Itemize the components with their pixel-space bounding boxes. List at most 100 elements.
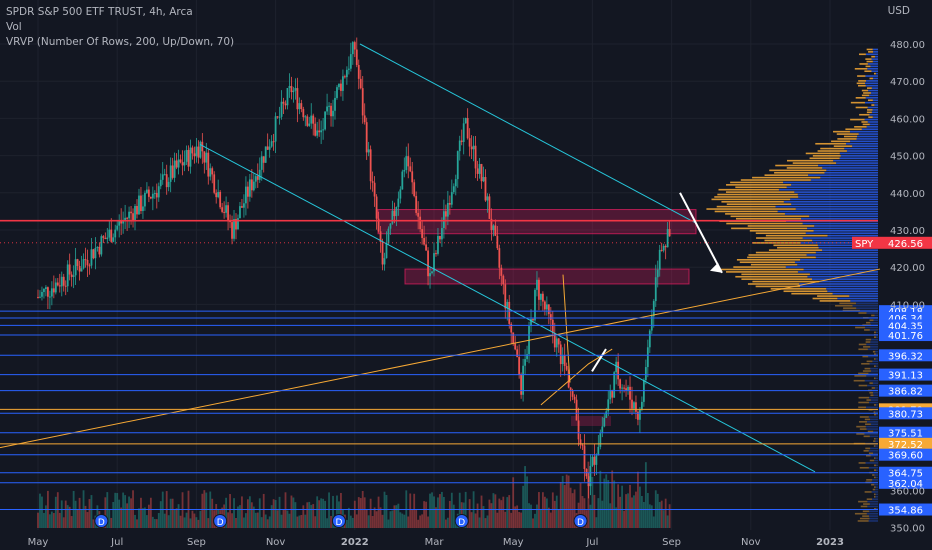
profile-row-up [855, 302, 878, 305]
candle-body [545, 304, 548, 310]
volume-bar [270, 505, 273, 528]
vrvp-indicator-label[interactable]: VRVP (Number Of Rows, 200, Up/Down, 70) [6, 36, 235, 48]
volume-bar [387, 519, 390, 528]
volume-bar [302, 505, 305, 528]
profile-row-up [867, 500, 878, 503]
candle-body [82, 259, 85, 269]
candle-body [480, 164, 483, 182]
candle-body [151, 193, 154, 199]
profile-row-down [862, 515, 869, 517]
profile-row-up [875, 495, 878, 498]
profile-row-down [730, 215, 810, 218]
profile-row-down [845, 128, 862, 131]
candle-body [349, 54, 352, 69]
volume-bar [41, 496, 43, 528]
profile-row-down [858, 384, 868, 387]
profile-row-up [827, 290, 878, 293]
volume-bar [526, 476, 528, 528]
volume-bar [231, 513, 233, 528]
profile-row-down [735, 217, 802, 220]
profile-row-up [873, 430, 878, 433]
candle-body [205, 152, 208, 163]
profile-row-up [866, 343, 878, 346]
profile-row-down [777, 246, 819, 249]
profile-row-down [871, 314, 875, 317]
profile-row-down [874, 464, 877, 467]
candle-body [460, 140, 463, 142]
candle-body [532, 319, 534, 321]
profile-row-down [726, 222, 803, 225]
volume-bar [177, 504, 180, 528]
candle-body [256, 176, 259, 180]
volume-bar [504, 511, 507, 528]
profile-row-up [822, 249, 878, 251]
candle-body [494, 225, 497, 236]
profile-row-up [801, 217, 878, 220]
volume-bar [136, 519, 138, 528]
volume-bar [660, 500, 663, 528]
profile-row-up [875, 365, 878, 368]
profile-row-down [725, 213, 785, 215]
profile-row-down [741, 273, 810, 276]
volume-bar [233, 498, 235, 528]
candle-body [314, 123, 317, 136]
candle-body [332, 110, 334, 117]
volume-bar [110, 517, 113, 528]
candle-body [421, 229, 424, 238]
candle-body [64, 285, 67, 287]
volume-bar [490, 503, 493, 528]
candle-body [195, 146, 198, 157]
profile-row-up [775, 205, 878, 208]
profile-row-down [865, 454, 871, 457]
profile-row-up [871, 370, 878, 372]
profile-row-down [770, 288, 827, 290]
volume-bar [328, 492, 330, 528]
candle-body [431, 271, 433, 274]
volume-indicator-label[interactable]: Vol [6, 21, 22, 33]
candle-body [50, 288, 53, 297]
volume-bar [185, 512, 188, 528]
profile-row-up [840, 155, 878, 157]
currency-label[interactable]: USD [887, 5, 910, 17]
volume-bar [530, 504, 532, 528]
volume-bar [340, 492, 342, 528]
candle-body [288, 86, 291, 89]
profile-row-down [726, 184, 792, 186]
candle-body [183, 161, 186, 166]
profile-row-up [790, 198, 878, 201]
volume-bar [189, 518, 192, 528]
profile-row-up [870, 454, 878, 457]
up-arrow [591, 348, 607, 372]
candle-body [621, 387, 623, 389]
profile-row-up [868, 520, 878, 522]
profile-row-down [860, 505, 868, 508]
candle-body [456, 151, 459, 180]
profile-row-down [831, 140, 851, 143]
profile-row-up [872, 99, 878, 102]
profile-row-down [855, 97, 866, 99]
candle-body [324, 111, 326, 130]
profile-row-down [768, 249, 823, 251]
profile-row-down [855, 106, 868, 109]
candle-body [66, 264, 69, 287]
symbol-title[interactable]: SPDR S&P 500 ETF TRUST, 4h, Arca [6, 6, 193, 18]
candle-body [120, 220, 123, 224]
candle-body [179, 159, 182, 163]
volume-bar [619, 496, 622, 528]
candle-body [441, 228, 443, 240]
volume-bar [573, 489, 576, 528]
profile-row-up [812, 239, 878, 242]
candle-body [306, 116, 309, 126]
profile-row-up [799, 283, 878, 285]
volume-bar [80, 509, 83, 528]
volume-bar [157, 513, 160, 528]
profile-row-down [805, 152, 840, 155]
candle-body [579, 439, 582, 445]
volume-bar [239, 505, 241, 528]
profile-row-up [839, 152, 878, 155]
profile-row-up [859, 309, 878, 312]
candle-body [383, 258, 386, 265]
candle-body [153, 193, 156, 195]
candle-body [203, 151, 206, 163]
